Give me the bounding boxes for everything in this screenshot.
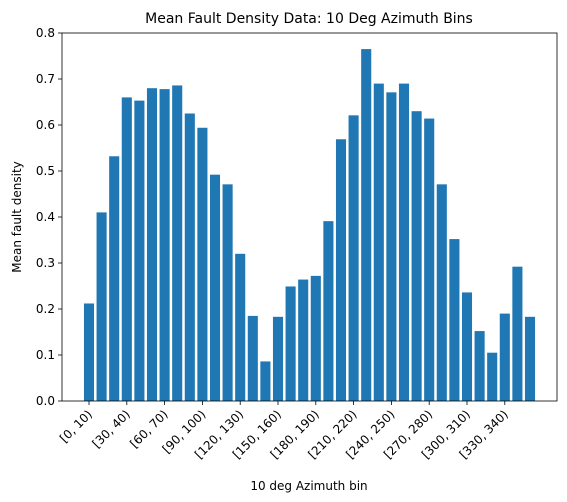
bar-33	[499, 313, 510, 401]
bar-12	[235, 253, 246, 401]
bar-28	[436, 184, 447, 401]
bar-3	[121, 97, 132, 402]
y-tick-label-6: 0.6	[36, 118, 55, 132]
bar-34	[512, 266, 523, 401]
bar-17	[298, 279, 309, 401]
bar-16	[285, 286, 296, 401]
chart-title: Mean Fault Density Data: 10 Deg Azimuth …	[145, 11, 473, 27]
bar-19	[323, 221, 334, 401]
bar-26	[411, 111, 422, 401]
bar-1	[96, 212, 107, 401]
bar-13	[247, 315, 258, 401]
x-axis: [0, 10)[30, 40)[60, 70)[90, 100)[120, 13…	[57, 401, 511, 462]
bar-32	[487, 352, 498, 401]
bar-9	[197, 127, 208, 401]
bar-24	[386, 92, 397, 401]
bar-18	[310, 275, 321, 401]
bars-group	[83, 49, 536, 402]
x-axis-label: 10 deg Azimuth bin	[250, 479, 367, 493]
bar-25	[398, 83, 410, 401]
bar-0	[83, 303, 95, 401]
bar-14	[260, 361, 271, 401]
bar-15	[272, 316, 284, 401]
y-axis-label: Mean fault density	[10, 161, 24, 273]
bar-5	[146, 88, 158, 401]
bar-27	[424, 118, 435, 401]
bar-7	[172, 85, 183, 401]
bar-2	[109, 156, 120, 401]
bar-4	[134, 100, 145, 402]
bar-23	[373, 83, 384, 401]
y-tick-label-4: 0.4	[36, 210, 55, 224]
y-tick-label-1: 0.1	[36, 348, 55, 362]
bar-35	[524, 316, 536, 401]
bar-21	[348, 115, 359, 401]
bar-8	[184, 113, 195, 401]
bar-10	[209, 174, 221, 401]
y-tick-label-8: 0.8	[36, 26, 55, 40]
x-tick-label-1: [30, 40)	[89, 407, 133, 451]
y-tick-label-2: 0.2	[36, 302, 55, 316]
y-tick-label-0: 0.0	[36, 394, 55, 408]
bar-31	[474, 331, 485, 401]
bar-20	[335, 139, 347, 401]
bar-11	[222, 184, 233, 401]
y-axis: 0.0 0.1 0.2 0.3 0.4 0.5 0.6 0.7 0.8	[36, 26, 62, 408]
y-tick-label-7: 0.7	[36, 72, 55, 86]
y-tick-label-3: 0.3	[36, 256, 55, 270]
bar-6	[159, 89, 170, 402]
bar-22	[361, 49, 372, 401]
bar-30	[461, 292, 473, 401]
y-tick-label-5: 0.5	[36, 164, 55, 178]
bar-29	[449, 239, 460, 401]
